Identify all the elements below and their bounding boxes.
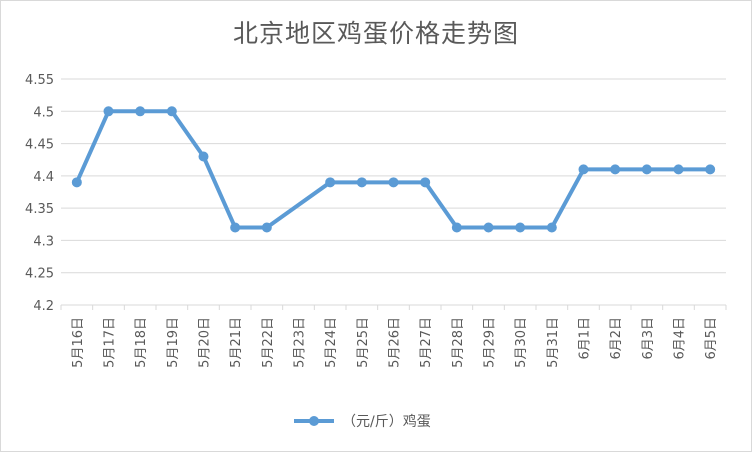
y-tick-label: 4.55 bbox=[25, 73, 54, 88]
y-tick-label: 4.2 bbox=[33, 299, 54, 314]
x-tick-label: 5月19日 bbox=[166, 317, 181, 368]
data-point bbox=[705, 164, 716, 175]
data-point bbox=[230, 222, 241, 233]
x-tick-label: 5月20日 bbox=[198, 317, 213, 368]
legend-marker-icon bbox=[294, 416, 334, 426]
x-tick-label: 5月22日 bbox=[261, 317, 276, 368]
x-tick-label: 5月27日 bbox=[419, 317, 434, 368]
x-tick-label: 5月17日 bbox=[103, 317, 118, 368]
x-tick-label: 6月2日 bbox=[609, 317, 624, 360]
x-tick-label: 5月30日 bbox=[514, 317, 529, 368]
x-tick-label: 6月4日 bbox=[673, 317, 688, 360]
data-point bbox=[135, 106, 146, 117]
y-tick-label: 4.25 bbox=[25, 267, 54, 282]
data-point bbox=[546, 222, 557, 233]
data-point bbox=[261, 222, 272, 233]
data-point bbox=[578, 164, 589, 175]
legend-label: （元/斤）鸡蛋 bbox=[342, 414, 431, 430]
x-tick-label: 6月5日 bbox=[704, 317, 719, 360]
data-point bbox=[515, 222, 526, 233]
x-tick-label: 5月26日 bbox=[388, 317, 403, 368]
data-point bbox=[483, 222, 494, 233]
x-tick-label: 5月28日 bbox=[451, 317, 466, 368]
data-point bbox=[420, 177, 431, 188]
data-point bbox=[166, 106, 177, 117]
data-point bbox=[673, 164, 684, 175]
y-tick-label: 4.3 bbox=[33, 234, 54, 249]
y-tick-label: 4.45 bbox=[25, 138, 54, 153]
x-tick-label: 6月3日 bbox=[641, 317, 656, 360]
legend: （元/斤）鸡蛋 bbox=[292, 409, 431, 433]
x-tick-label: 5月25日 bbox=[356, 317, 371, 368]
y-tick-label: 4.5 bbox=[33, 105, 54, 120]
y-tick-label: 4.35 bbox=[25, 202, 54, 217]
data-point bbox=[641, 164, 652, 175]
data-point bbox=[451, 222, 462, 233]
x-tick-label: 5月24日 bbox=[324, 317, 339, 368]
x-tick-label: 5月29日 bbox=[483, 317, 498, 368]
y-tick-label: 4.4 bbox=[33, 170, 54, 185]
data-point bbox=[356, 177, 367, 188]
data-point bbox=[325, 177, 336, 188]
x-tick-label: 5月18日 bbox=[134, 317, 149, 368]
series-line bbox=[75, 109, 711, 230]
x-tick-label: 5月31日 bbox=[546, 317, 561, 368]
x-tick-label: 5月23日 bbox=[293, 317, 308, 368]
x-tick-label: 5月16日 bbox=[71, 317, 86, 368]
data-point bbox=[388, 177, 399, 188]
data-point bbox=[103, 106, 114, 117]
chart-title: 北京地区鸡蛋价格走势图 bbox=[232, 19, 519, 48]
data-point bbox=[610, 164, 621, 175]
data-point bbox=[198, 151, 209, 162]
x-tick-label: 5月21日 bbox=[229, 317, 244, 368]
x-tick-label: 6月1日 bbox=[578, 317, 593, 360]
data-point bbox=[71, 177, 82, 188]
